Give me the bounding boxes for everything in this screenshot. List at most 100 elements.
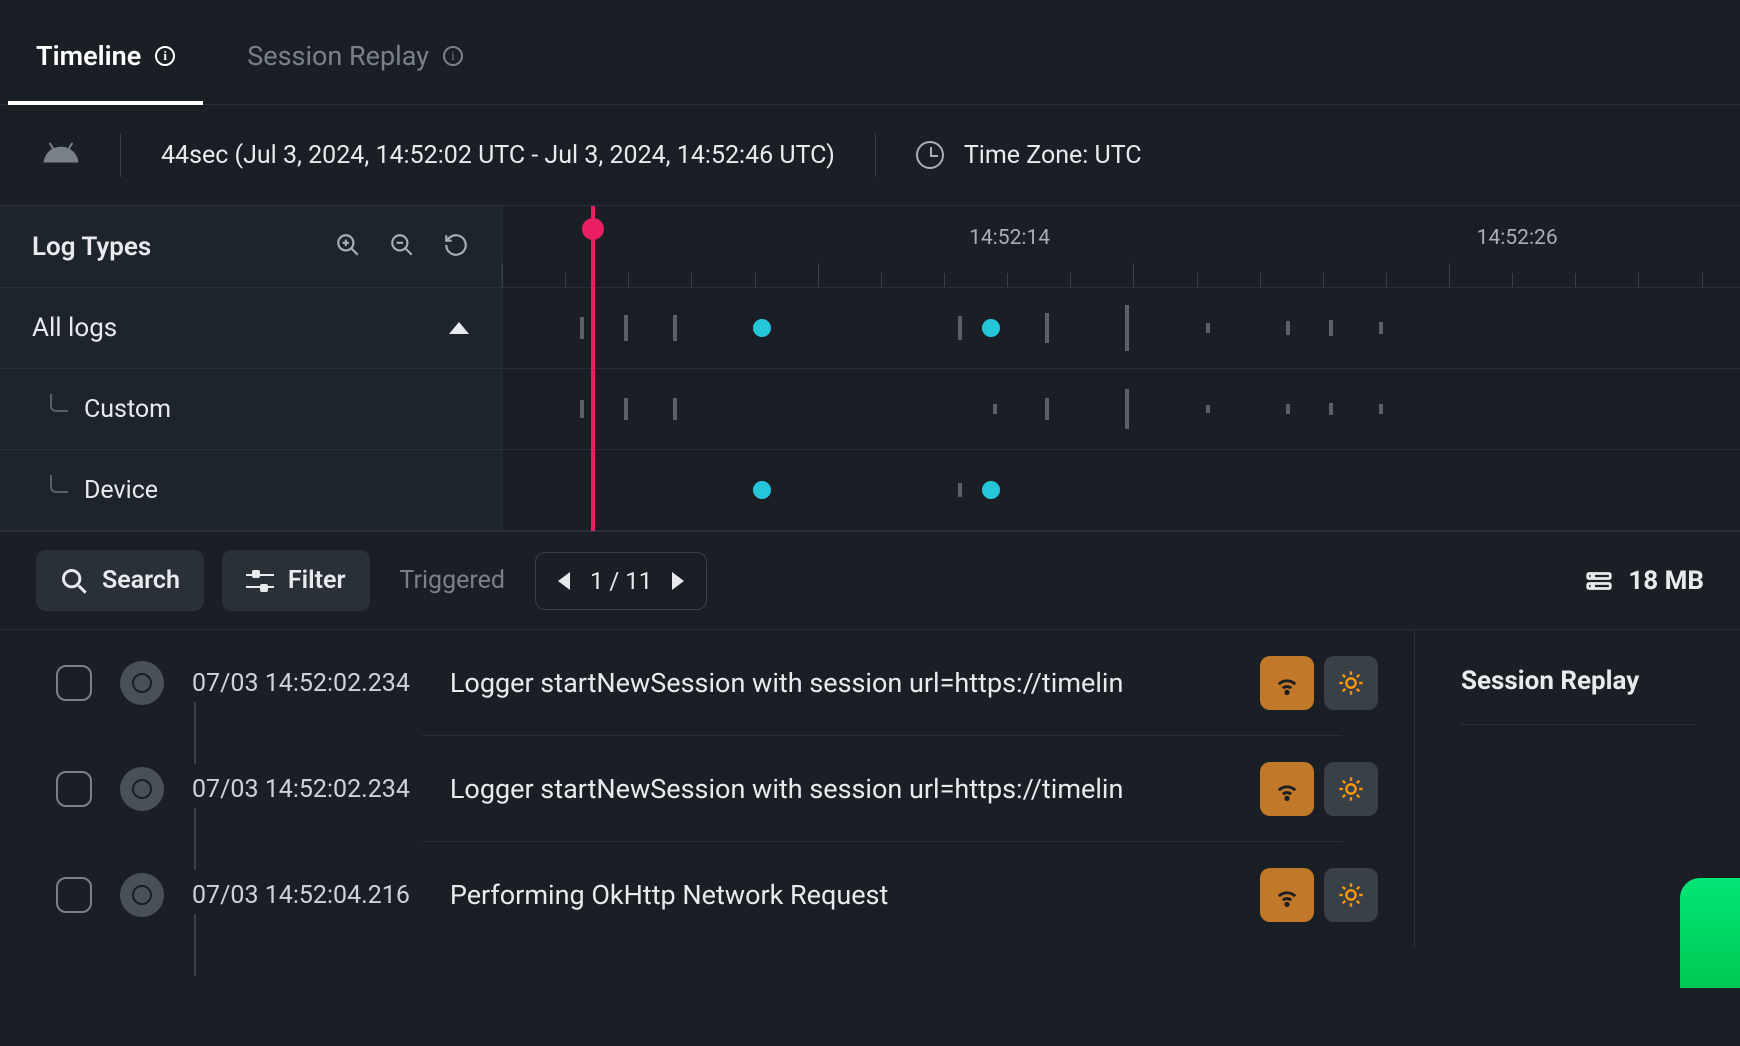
log-badges [1260,656,1378,710]
zoom-in-icon[interactable] [335,232,361,262]
timeline-controls [335,232,469,262]
log-types-title: Log Types [32,232,335,262]
timeline-marker[interactable] [1045,313,1049,343]
timeline-marker[interactable] [1125,305,1129,351]
search-button[interactable]: Search [36,550,204,611]
timeline-marker[interactable] [1286,404,1290,414]
log-row-custom[interactable]: Custom [0,369,501,450]
log-marker-icon [120,873,164,917]
log-row-all[interactable]: All logs [0,288,501,369]
timeline-panel: Log Types All logs Custom Device 14:52:1… [0,206,1740,532]
tab-timeline[interactable]: Timeline i [36,0,175,104]
timeline-marker[interactable] [958,316,962,340]
track-custom [502,369,1740,450]
log-checkbox[interactable] [56,877,92,913]
filter-icon [246,567,274,595]
log-checkbox[interactable] [56,665,92,701]
timeline-marker[interactable] [982,319,1000,337]
timeline-tracks[interactable]: 14:52:14 14:52:26 [502,206,1740,531]
log-container: 07/03 14:52:02.234 Logger startNewSession… [0,629,1740,948]
timeline-marker[interactable] [1125,389,1129,429]
log-message: Performing OkHttp Network Request [450,879,1220,911]
log-row[interactable]: 07/03 14:52:04.216 Performing OkHttp Netw… [0,842,1414,948]
ruler-time-label: 14:52:26 [1477,226,1558,250]
timeline-marker[interactable] [1379,322,1383,334]
timeline-marker[interactable] [624,315,628,341]
timeline-marker[interactable] [1206,405,1210,413]
search-icon [60,567,88,595]
pager-next[interactable] [672,572,684,590]
chevron-up-icon[interactable] [449,322,469,334]
divider [875,133,876,177]
log-badges [1260,868,1378,922]
search-label: Search [102,566,180,595]
search-query-text: Triggered [388,566,517,595]
log-timestamp: 07/03 14:52:04.216 [192,881,410,910]
timeline-marker[interactable] [753,481,771,499]
timeline-marker[interactable] [1045,398,1049,420]
timeline-marker[interactable] [958,483,962,497]
log-types-header: Log Types [0,206,501,288]
timeline-marker[interactable] [1206,323,1210,333]
timeline-marker[interactable] [673,398,677,420]
tab-timeline-label: Timeline [36,40,141,72]
log-marker-icon [120,767,164,811]
timeline-marker[interactable] [624,398,628,420]
track-all-logs [502,288,1740,369]
tree-branch-icon [50,475,68,493]
timeline-marker[interactable] [673,315,677,341]
timeline-legend: Log Types All logs Custom Device [0,206,502,531]
timeline-marker[interactable] [1286,321,1290,335]
ruler-time-label: 14:52:14 [969,226,1050,250]
timeline-marker[interactable] [753,319,771,337]
sun-icon[interactable] [1324,762,1378,816]
timeline-marker[interactable] [1329,403,1333,415]
timezone-indicator[interactable]: Time Zone: UTC [916,141,1142,170]
log-badges [1260,762,1378,816]
playhead[interactable] [591,206,595,531]
info-icon[interactable]: i [155,46,175,66]
track-device [502,450,1740,531]
timeline-marker[interactable] [580,400,584,418]
wifi-icon[interactable] [1260,868,1314,922]
session-header: 44sec (Jul 3, 2024, 14:52:02 UTC - Jul 3… [0,105,1740,206]
tree-branch-icon [50,394,68,412]
timeline-marker[interactable] [580,317,584,339]
timezone-label: Time Zone: UTC [964,141,1142,170]
timeline-marker[interactable] [1379,404,1383,414]
session-replay-title: Session Replay [1461,666,1694,696]
sun-icon[interactable] [1324,868,1378,922]
zoom-out-icon[interactable] [389,232,415,262]
log-list: 07/03 14:52:02.234 Logger startNewSession… [0,630,1414,948]
reset-icon[interactable] [443,232,469,262]
log-timestamp: 07/03 14:52:02.234 [192,669,410,698]
log-row[interactable]: 07/03 14:52:02.234Logger startNewSession… [0,736,1414,842]
log-message: Logger startNewSession with session url=… [450,773,1220,805]
pager-position: 1 / 11 [590,567,652,595]
log-toolbar: Search Filter Triggered 1 / 11 18 MB [0,532,1740,629]
result-pager: 1 / 11 [535,552,707,610]
log-row[interactable]: 07/03 14:52:02.234 Logger startNewSession… [0,630,1414,736]
sun-icon[interactable] [1324,656,1378,710]
timeline-marker[interactable] [993,404,997,414]
info-icon[interactable]: i [443,46,463,66]
filter-button[interactable]: Filter [222,550,370,611]
wifi-icon[interactable] [1260,762,1314,816]
pager-prev[interactable] [558,572,570,590]
log-checkbox[interactable] [56,771,92,807]
wifi-icon[interactable] [1260,656,1314,710]
log-row-all-label: All logs [32,313,117,343]
log-row-device[interactable]: Device [0,450,501,531]
tab-session-replay[interactable]: Session Replay i [247,0,463,104]
timeline-marker[interactable] [982,481,1000,499]
log-message: Logger startNewSession with session url=… [450,667,1220,699]
storage-icon [1584,566,1614,596]
log-row-device-label: Device [84,476,158,505]
clock-icon [916,141,944,169]
divider [1461,724,1694,725]
divider [120,133,121,177]
log-marker-icon [120,661,164,705]
timeline-marker[interactable] [1329,320,1333,336]
timeline-ruler[interactable]: 14:52:14 14:52:26 [502,206,1740,288]
tab-session-replay-label: Session Replay [247,40,429,72]
